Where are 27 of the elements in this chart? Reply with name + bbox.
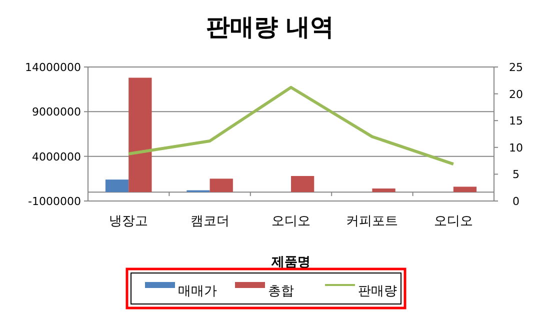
y2-tick-label: 10 [509,141,523,154]
bar [291,176,314,192]
y-tick-label: 4000000 [32,150,81,164]
y2-tick-label: 25 [509,61,523,74]
line-series [127,86,455,166]
x-axis-title: 제품명 [270,255,310,270]
y-tick-label: -1000000 [28,195,81,208]
legend-label: 매매가 [178,284,217,299]
y-tick-label: 14000000 [25,61,81,74]
x-tick-label: 오디오 [272,214,310,229]
chart-title: 판매량 내역 [206,12,334,41]
x-tick-label: 캠코더 [190,214,230,229]
y2-tick-label: 5 [512,168,520,182]
x-tick-label: 오디오 [434,214,473,229]
bar [105,180,129,192]
bar [210,178,233,192]
y2-tick-label: 0 [512,195,520,208]
x-tick-label: 커피포트 [346,214,398,229]
x-tick-label: 냉장고 [109,214,148,229]
bar [128,78,152,192]
legend-label: 총합 [268,284,294,299]
bar [453,186,477,192]
legend-label: 판매량 [358,284,397,299]
y2-tick-label: 20 [509,88,523,101]
y-tick-label: 9000000 [32,106,81,119]
y2-tick-label: 15 [509,114,523,128]
bar [372,188,396,192]
